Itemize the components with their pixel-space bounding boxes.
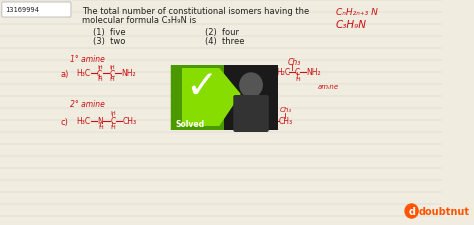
Text: Ch₃: Ch₃	[287, 58, 301, 67]
Text: 2° amine: 2° amine	[70, 100, 105, 109]
Text: (3)  two: (3) two	[93, 37, 126, 46]
Text: C: C	[97, 70, 102, 79]
Text: a): a)	[61, 70, 69, 79]
Text: H: H	[295, 77, 300, 82]
Text: H₂C: H₂C	[276, 68, 291, 77]
Text: doubtnut: doubtnut	[419, 207, 470, 217]
Text: H: H	[98, 125, 103, 130]
Text: Ch₃: Ch₃	[280, 107, 292, 113]
Text: The total number of constitutional isomers having the: The total number of constitutional isome…	[82, 7, 310, 16]
Text: H₃C: H₃C	[76, 69, 91, 78]
Text: N: N	[267, 117, 273, 126]
Text: H₃C: H₃C	[247, 117, 262, 126]
Text: (1)  five: (1) five	[93, 28, 126, 37]
FancyBboxPatch shape	[2, 2, 71, 17]
Text: d): d)	[226, 112, 235, 121]
Text: N: N	[97, 117, 103, 126]
Text: Solved: Solved	[175, 120, 205, 129]
Text: NH₂: NH₂	[306, 68, 321, 77]
Text: H: H	[109, 65, 114, 70]
Text: 1° amine: 1° amine	[70, 55, 105, 64]
Text: H: H	[109, 77, 114, 82]
Text: C₃H₉N: C₃H₉N	[336, 20, 367, 30]
Circle shape	[405, 204, 418, 218]
Text: doubtnut: doubtnut	[182, 65, 205, 70]
FancyBboxPatch shape	[233, 95, 269, 132]
Text: b: b	[201, 69, 205, 75]
Text: 13169994: 13169994	[6, 7, 40, 13]
Text: molecular formula C₃H₉N is: molecular formula C₃H₉N is	[82, 16, 196, 25]
Text: c): c)	[61, 118, 69, 127]
Text: H: H	[110, 125, 115, 130]
Text: amᵢne: amᵢne	[317, 84, 338, 90]
Text: H: H	[110, 111, 115, 116]
Text: CₙH₂ₙ₊₃ N: CₙH₂ₙ₊₃ N	[336, 8, 378, 17]
Text: d: d	[408, 207, 415, 217]
Text: C: C	[109, 70, 114, 79]
Text: H: H	[97, 65, 102, 70]
Polygon shape	[171, 65, 252, 130]
Text: (2)  four: (2) four	[205, 28, 239, 37]
Text: ✓: ✓	[185, 68, 218, 106]
Text: CH₃: CH₃	[122, 117, 137, 126]
Text: C: C	[295, 68, 300, 77]
Text: H: H	[97, 77, 102, 82]
FancyBboxPatch shape	[224, 65, 278, 130]
Polygon shape	[182, 68, 241, 126]
Text: (4)  three: (4) three	[205, 37, 245, 46]
Text: NH₂: NH₂	[121, 69, 136, 78]
Text: CH₃: CH₃	[279, 117, 293, 126]
Circle shape	[240, 73, 262, 97]
Text: C: C	[110, 117, 115, 126]
Text: H₃C: H₃C	[76, 117, 91, 126]
